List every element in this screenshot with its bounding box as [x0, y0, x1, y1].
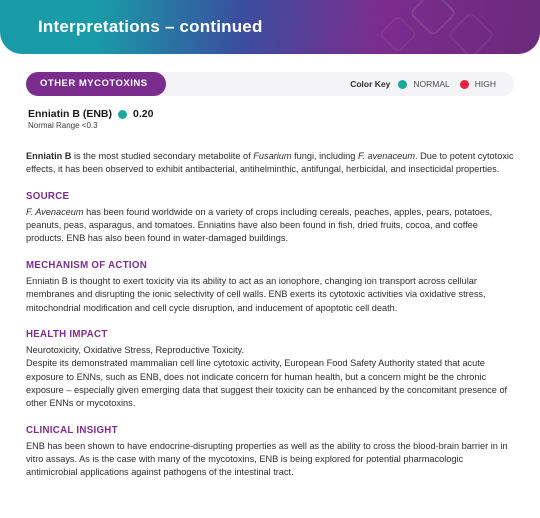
section-mechanism: MECHANISM OF ACTION Enniatin B is though… [26, 259, 514, 315]
color-key-label: Color Key [350, 79, 390, 89]
intro-lead: Enniatin B [26, 151, 71, 161]
section-title-clinical: CLINICAL INSIGHT [26, 424, 514, 438]
reference-range: Normal Range <0.3 [28, 121, 514, 130]
analyte-name: Enniatin B (ENB) [28, 108, 112, 120]
category-bar: OTHER MYCOTOXINS Color Key NORMAL HIGH [26, 72, 514, 96]
section-health: HEALTH IMPACT Neurotoxicity, Oxidative S… [26, 328, 514, 411]
intro-paragraph: Enniatin B is the most studied secondary… [26, 150, 514, 177]
page-title: Interpretations – continued [38, 17, 263, 37]
section-title-source: SOURCE [26, 190, 514, 204]
legend-high-label: HIGH [475, 79, 496, 89]
result-row: Enniatin B (ENB) 0.20 [28, 108, 514, 120]
color-key: Color Key NORMAL HIGH [350, 79, 514, 89]
section-source: SOURCE F. Avenaceum has been found world… [26, 190, 514, 246]
page-banner: Interpretations – continued [0, 0, 540, 54]
analyte-value: 0.20 [133, 108, 153, 120]
content-area: OTHER MYCOTOXINS Color Key NORMAL HIGH E… [0, 54, 540, 503]
section-clinical: CLINICAL INSIGHT ENB has been shown to h… [26, 424, 514, 480]
result-status-dot-icon [118, 110, 127, 119]
section-title-mechanism: MECHANISM OF ACTION [26, 259, 514, 273]
body-text: Enniatin B is the most studied secondary… [26, 150, 514, 480]
report-page: Interpretations – continued OTHER MYCOTO… [0, 0, 540, 518]
section-title-health: HEALTH IMPACT [26, 328, 514, 342]
category-pill: OTHER MYCOTOXINS [26, 72, 166, 96]
high-dot-icon [460, 80, 469, 89]
banner-decoration [390, 0, 510, 54]
legend-normal-label: NORMAL [413, 79, 449, 89]
normal-dot-icon [398, 80, 407, 89]
